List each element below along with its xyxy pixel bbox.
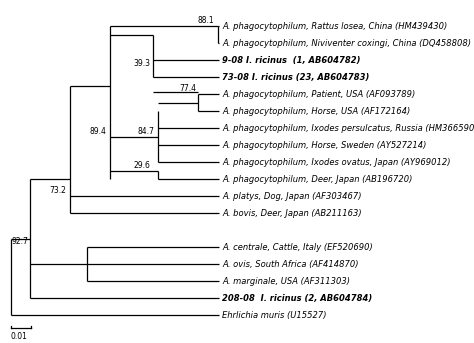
Text: A. ovis, South Africa (AF414870): A. ovis, South Africa (AF414870) (222, 260, 358, 269)
Text: A. phagocytophilum, Ixodes ovatus, Japan (AY969012): A. phagocytophilum, Ixodes ovatus, Japan… (222, 158, 450, 167)
Text: A. bovis, Deer, Japan (AB211163): A. bovis, Deer, Japan (AB211163) (222, 209, 362, 218)
Text: 92.7: 92.7 (11, 237, 28, 246)
Text: A. phagocytophilum, Ixodes persulcatus, Russia (HM366590): A. phagocytophilum, Ixodes persulcatus, … (222, 124, 474, 133)
Text: A. centrale, Cattle, Italy (EF520690): A. centrale, Cattle, Italy (EF520690) (222, 243, 373, 252)
Text: A. phagocytophilum, Patient, USA (AF093789): A. phagocytophilum, Patient, USA (AF0937… (222, 90, 415, 99)
Text: A. platys, Dog, Japan (AF303467): A. platys, Dog, Japan (AF303467) (222, 192, 362, 201)
Text: A. phagocytophilum, Deer, Japan (AB196720): A. phagocytophilum, Deer, Japan (AB19672… (222, 175, 412, 184)
Text: A. phagocytophilum, Niviventer coxingi, China (DQ458808): A. phagocytophilum, Niviventer coxingi, … (222, 39, 471, 48)
Text: 208-08  I. ricinus (2, AB604784): 208-08 I. ricinus (2, AB604784) (222, 294, 372, 303)
Text: 39.3: 39.3 (134, 59, 150, 68)
Text: 73.2: 73.2 (49, 186, 66, 196)
Text: 77.4: 77.4 (179, 84, 196, 93)
Text: A. phagocytophilum, Horse, USA (AF172164): A. phagocytophilum, Horse, USA (AF172164… (222, 107, 410, 116)
Text: A. phagocytophilum, Rattus losea, China (HM439430): A. phagocytophilum, Rattus losea, China … (222, 22, 447, 31)
Text: 9-08 I. ricinus  (1, AB604782): 9-08 I. ricinus (1, AB604782) (222, 56, 361, 65)
Text: 73-08 I. ricinus (23, AB604783): 73-08 I. ricinus (23, AB604783) (222, 73, 369, 82)
Text: 84.7: 84.7 (137, 127, 154, 136)
Text: 0.01: 0.01 (10, 332, 27, 341)
Text: 89.4: 89.4 (90, 127, 107, 136)
Text: 88.1: 88.1 (197, 16, 214, 25)
Text: 29.6: 29.6 (134, 161, 150, 170)
Text: Ehrlichia muris (U15527): Ehrlichia muris (U15527) (222, 311, 327, 320)
Text: A. marginale, USA (AF311303): A. marginale, USA (AF311303) (222, 277, 350, 286)
Text: A. phagocytophilum, Horse, Sweden (AY527214): A. phagocytophilum, Horse, Sweden (AY527… (222, 141, 427, 150)
